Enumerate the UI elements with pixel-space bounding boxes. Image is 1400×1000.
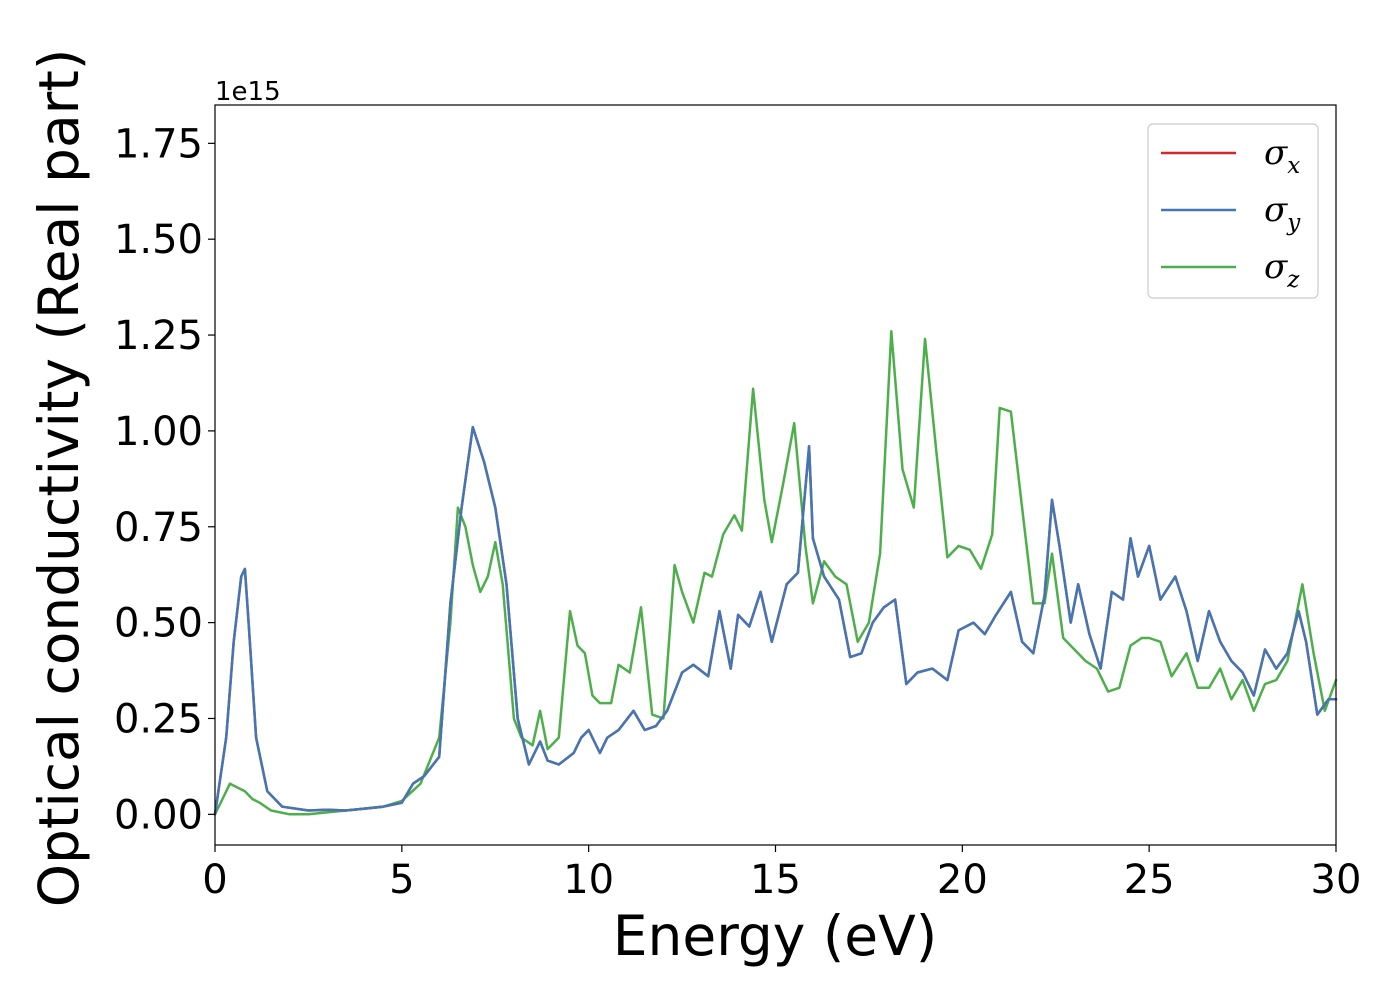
x-tick-label: 15 [750,857,801,903]
x-tick-label: 10 [563,857,614,903]
legend-subscript-y: y [1286,210,1301,236]
y-tick-label: 1.25 [114,313,203,359]
y-tick-label: 1.50 [114,217,203,263]
legend-label-x: σx [1264,133,1300,179]
x-tick-label: 25 [1124,857,1175,903]
series-line-y [213,425,1338,816]
y-offset-label: 1e15 [215,77,281,107]
series-line-z [213,329,1338,816]
x-axis-label: Energy (eV) [613,904,937,968]
y-tick-label: 0.25 [114,696,203,742]
y-axis-label: Optical conductivity (Real part) [27,49,91,908]
series-line-x [213,425,1338,816]
x-tick-label: 30 [1311,857,1362,903]
y-tick-label: 0.00 [114,792,203,838]
legend-subscript-x: x [1287,153,1300,179]
legend-subscript-z: z [1286,267,1300,293]
x-tick-label: 20 [937,857,988,903]
y-tick-label: 0.50 [114,601,203,647]
y-tick-label: 1.75 [114,121,203,167]
x-tick-label: 0 [202,857,227,903]
axes-layer: 0 5 10 15 20 25 30 0.00 0.25 0.50 0.75 1.00 1.25 1.50… [114,104,1362,903]
y-tick-label: 1.00 [114,409,203,455]
x-tick-label: 5 [389,857,414,903]
series-layer [213,329,1338,816]
y-tick-label: 0.75 [114,505,203,551]
